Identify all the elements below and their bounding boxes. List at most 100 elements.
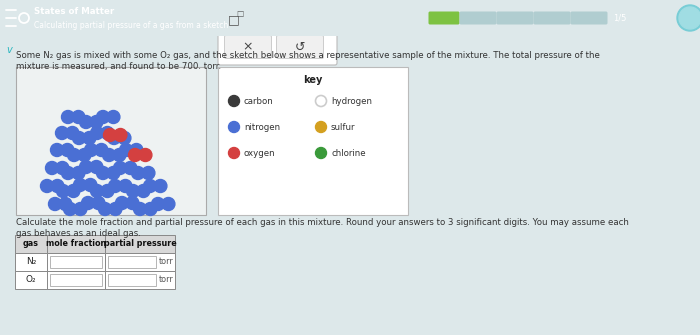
Circle shape [48, 198, 62, 210]
Text: key: key [303, 75, 323, 85]
Circle shape [62, 111, 74, 124]
Circle shape [90, 127, 104, 139]
Circle shape [113, 161, 127, 175]
Circle shape [107, 166, 120, 180]
Circle shape [119, 180, 132, 193]
Circle shape [59, 198, 72, 210]
Circle shape [104, 129, 116, 141]
FancyBboxPatch shape [570, 11, 608, 24]
Circle shape [90, 160, 103, 174]
Circle shape [99, 202, 111, 215]
Text: Calculate the mole fraction and partial pressure of each gas in this mixture. Ro: Calculate the mole fraction and partial … [16, 218, 629, 227]
Text: 1/5: 1/5 [613, 13, 626, 22]
Circle shape [679, 7, 700, 29]
Text: hydrogen: hydrogen [331, 96, 372, 106]
Circle shape [109, 202, 122, 215]
Bar [108, 274, 156, 286]
Circle shape [142, 166, 155, 180]
Circle shape [73, 132, 85, 144]
FancyBboxPatch shape [428, 11, 459, 24]
Circle shape [130, 143, 143, 156]
Circle shape [116, 197, 129, 209]
Circle shape [67, 185, 80, 198]
Text: Some N₂ gas is mixed with some O₂ gas, and the sketch below shows a representati: Some N₂ gas is mixed with some O₂ gas, a… [16, 51, 600, 60]
FancyBboxPatch shape [218, 67, 408, 215]
Text: States of Matter: States of Matter [34, 6, 114, 15]
Bar [15, 235, 47, 253]
Circle shape [139, 148, 152, 161]
Text: gas behaves as an ideal gas.: gas behaves as an ideal gas. [16, 229, 141, 238]
Circle shape [66, 127, 79, 139]
Circle shape [50, 143, 64, 156]
Circle shape [162, 198, 175, 210]
Circle shape [120, 143, 132, 156]
Circle shape [80, 160, 92, 174]
Circle shape [316, 147, 326, 158]
Circle shape [56, 161, 69, 175]
Circle shape [90, 185, 104, 198]
Circle shape [95, 143, 108, 156]
Circle shape [151, 198, 164, 210]
Text: torr: torr [159, 275, 174, 284]
Text: torr: torr [159, 258, 174, 267]
Circle shape [51, 180, 64, 193]
Text: oxygen: oxygen [244, 148, 276, 157]
Circle shape [67, 148, 80, 161]
FancyBboxPatch shape [225, 36, 272, 59]
Circle shape [72, 166, 85, 180]
Circle shape [114, 129, 127, 141]
Text: mole fraction: mole fraction [46, 240, 106, 249]
Text: O₂: O₂ [26, 275, 36, 284]
Circle shape [62, 166, 74, 180]
Circle shape [84, 179, 97, 192]
Text: carbon: carbon [244, 96, 274, 106]
Circle shape [113, 148, 126, 161]
Circle shape [127, 185, 139, 198]
FancyBboxPatch shape [496, 11, 533, 24]
Bar [15, 253, 47, 271]
Circle shape [118, 132, 131, 144]
Text: gas: gas [23, 240, 39, 249]
Circle shape [107, 111, 120, 124]
Circle shape [129, 148, 141, 161]
Circle shape [41, 180, 53, 193]
Circle shape [57, 185, 69, 198]
Text: chlorine: chlorine [331, 148, 365, 157]
Circle shape [64, 202, 76, 215]
Text: ×: × [243, 41, 253, 54]
Circle shape [85, 143, 97, 156]
Circle shape [137, 185, 150, 198]
FancyBboxPatch shape [218, 1, 337, 65]
Bar [105, 235, 175, 253]
Circle shape [144, 180, 157, 193]
Bar [47, 271, 105, 289]
Circle shape [677, 5, 700, 31]
Circle shape [74, 179, 87, 192]
FancyBboxPatch shape [459, 11, 496, 24]
Circle shape [108, 180, 122, 193]
Circle shape [81, 197, 94, 209]
Text: N₂: N₂ [26, 258, 36, 267]
Circle shape [78, 148, 91, 161]
Text: nitrogen: nitrogen [244, 123, 280, 132]
Circle shape [90, 116, 103, 129]
Circle shape [97, 166, 109, 180]
Bar [50, 274, 102, 286]
Circle shape [134, 202, 146, 215]
Bar [50, 256, 102, 268]
Circle shape [74, 202, 87, 215]
Circle shape [108, 132, 120, 144]
Circle shape [126, 197, 139, 209]
FancyBboxPatch shape [276, 36, 323, 59]
FancyBboxPatch shape [16, 67, 206, 215]
Circle shape [83, 132, 96, 144]
Circle shape [228, 122, 239, 133]
Text: partial pressure: partial pressure [104, 240, 176, 249]
Circle shape [228, 95, 239, 107]
Circle shape [102, 148, 116, 161]
Circle shape [97, 111, 109, 124]
Circle shape [55, 127, 69, 139]
Text: □: □ [228, 13, 239, 26]
Circle shape [101, 127, 114, 139]
Circle shape [124, 161, 137, 175]
